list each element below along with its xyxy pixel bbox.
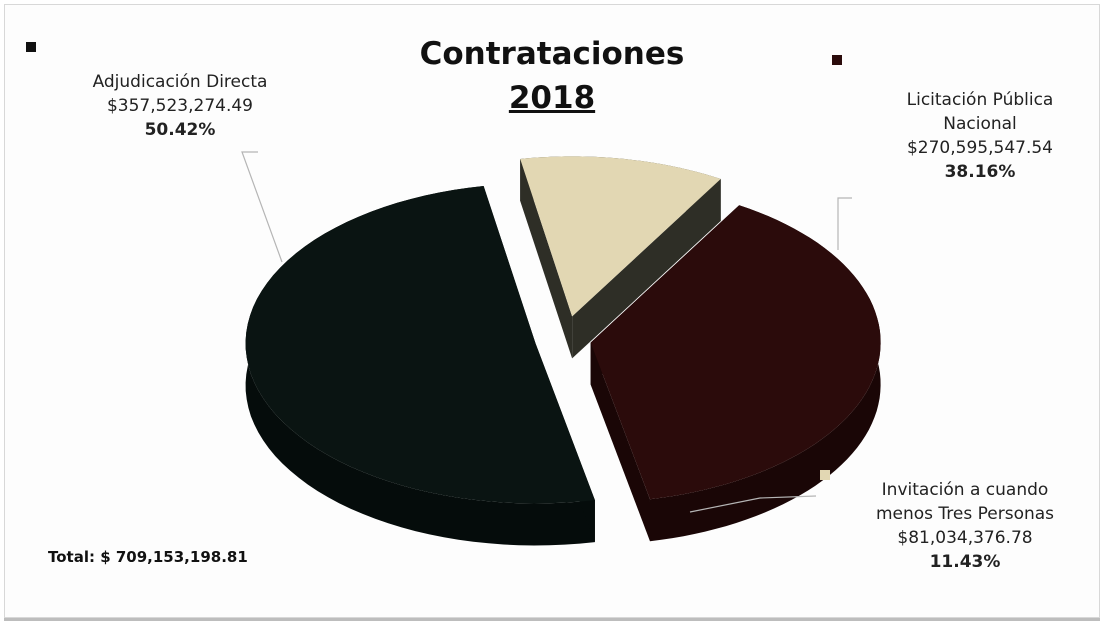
data-label-category: Nacional — [943, 114, 1017, 134]
data-label-category: Licitación Pública — [906, 90, 1054, 110]
pie-slice-top — [590, 205, 881, 500]
pie-slice-side — [650, 205, 881, 542]
data-label-adjudicacion: Adjudicación Directa $357,523,274.49 50.… — [60, 70, 300, 142]
data-label-invitacion: Invitación a cuando menos Tres Personas … — [840, 478, 1090, 574]
data-label-percent: 38.16% — [944, 162, 1016, 182]
data-label-amount: $357,523,274.49 — [106, 96, 253, 116]
pie-slice-wall — [572, 178, 721, 359]
data-label-category: menos Tres Personas — [875, 504, 1055, 524]
leader-line-0 — [241, 151, 283, 263]
pie-slice-wall — [590, 342, 650, 542]
slice-color-marker-invitacion — [820, 470, 830, 480]
data-label-amount: $81,034,376.78 — [897, 528, 1033, 548]
pie-slice-wall — [520, 158, 573, 359]
slice-color-marker-licitacion — [832, 55, 842, 65]
pie-slice-top — [520, 156, 721, 317]
data-label-amount: $270,595,547.54 — [906, 138, 1053, 158]
data-label-percent: 50.42% — [144, 120, 216, 140]
data-label-category: Adjudicación Directa — [92, 72, 268, 92]
pie-slice-0 — [245, 186, 595, 546]
pie-slice-side — [245, 186, 595, 546]
pie-slice-1 — [590, 205, 881, 542]
pie-slice-2 — [520, 156, 721, 359]
data-label-percent: 11.43% — [929, 552, 1001, 572]
data-label-category: Invitación a cuando — [881, 480, 1049, 500]
chart-subtitle: 2018 — [508, 80, 596, 116]
total-label: Total: $ 709,153,198.81 — [48, 548, 248, 566]
leader-line-1 — [837, 197, 852, 250]
chart-title: Contrataciones — [419, 36, 685, 72]
pie-slice-top — [245, 186, 595, 504]
slice-color-marker-adjudicacion — [26, 42, 36, 52]
leader-line-2 — [689, 495, 817, 513]
data-label-licitacion: Licitación Pública Nacional $270,595,547… — [860, 88, 1100, 184]
